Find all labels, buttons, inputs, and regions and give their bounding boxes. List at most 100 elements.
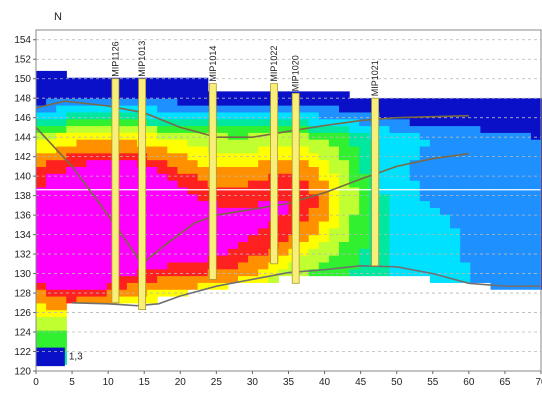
heatmap-cell (298, 214, 310, 222)
heatmap-cell (197, 214, 209, 222)
heatmap-cell (126, 275, 138, 283)
heatmap-cell (227, 234, 239, 243)
heatmap-cell (399, 255, 411, 263)
y-tick-label: 150 (14, 74, 31, 85)
heatmap-cell (227, 220, 239, 229)
heatmap-cell (409, 159, 421, 167)
heatmap-cell (46, 302, 57, 311)
heatmap-cell (490, 98, 502, 106)
borehole-bar (208, 83, 217, 280)
heatmap-cell (379, 111, 391, 120)
heatmap-cell (258, 214, 269, 222)
heatmap-cell (217, 132, 229, 140)
heatmap-cell (157, 105, 168, 113)
heatmap-cell (520, 207, 532, 215)
heatmap-cell (359, 105, 370, 113)
heatmap-cell (227, 166, 239, 174)
heatmap-cell (36, 145, 47, 154)
heatmap-cell (167, 275, 178, 283)
heatmap-cell (227, 98, 239, 106)
heatmap-cell (197, 118, 209, 127)
heatmap-cell (177, 84, 189, 92)
heatmap-cell (167, 241, 178, 249)
heatmap-cell (349, 220, 360, 229)
heatmap-cell (56, 186, 67, 195)
heatmap-cell (470, 118, 481, 127)
heatmap-cell (339, 173, 350, 181)
heatmap-cell (339, 207, 350, 215)
heatmap-cell (167, 125, 178, 133)
heatmap-cell (440, 173, 451, 181)
heatmap-cell (470, 261, 481, 270)
heatmap-cell (510, 234, 522, 243)
heatmap-cell (46, 227, 57, 236)
heatmap-cell (147, 180, 158, 188)
heatmap-cell (217, 282, 229, 290)
heatmap-cell (450, 132, 461, 140)
y-tick-label: 120 (14, 367, 31, 378)
heatmap-cell (399, 193, 411, 202)
heatmap-cell (46, 330, 57, 338)
heatmap-cell (76, 132, 88, 140)
heatmap-cell (490, 193, 502, 202)
heatmap-cell (460, 227, 471, 236)
heatmap-cell (177, 248, 189, 256)
heatmap-cell (530, 139, 542, 147)
heatmap-cell (520, 125, 532, 133)
heatmap-cell (510, 132, 522, 140)
heatmap-cell (328, 248, 340, 256)
heatmap-cell (318, 234, 330, 243)
heatmap-cell (318, 214, 330, 222)
heatmap-cell (126, 118, 138, 127)
heatmap-cell (429, 132, 441, 140)
x-tick-label: 10 (103, 377, 115, 388)
heatmap-cell (460, 159, 471, 167)
heatmap-cell (480, 241, 492, 249)
heatmap-cell (440, 98, 451, 106)
heatmap-cell (500, 186, 512, 195)
heatmap-cell (258, 159, 269, 167)
heatmap-cell (450, 207, 461, 215)
heatmap-cell (389, 255, 401, 263)
heatmap-cell (470, 241, 481, 249)
heatmap-cell (389, 180, 401, 188)
heatmap-cell (197, 268, 209, 277)
heatmap-cell (389, 186, 401, 195)
heatmap-cell (157, 91, 168, 99)
heatmap-cell (258, 255, 269, 263)
heatmap-cell (258, 241, 269, 249)
heatmap-cell (440, 139, 451, 147)
heatmap-cell (147, 295, 158, 304)
heatmap-cell (349, 125, 360, 133)
heatmap-cell (419, 180, 431, 188)
heatmap-cell (157, 186, 168, 195)
heatmap-cell (238, 98, 249, 106)
heatmap-cell (500, 118, 512, 127)
heatmap-cell (318, 255, 330, 263)
heatmap-cell (490, 214, 502, 222)
heatmap-cell (520, 145, 532, 154)
heatmap-cell (86, 84, 98, 92)
heatmap-cell (278, 180, 290, 188)
heatmap-cell (96, 111, 108, 120)
heatmap-cell (460, 261, 471, 270)
heatmap-cell (96, 98, 108, 106)
heatmap-cell (248, 248, 259, 256)
heatmap-cell (530, 173, 542, 181)
heatmap-cell (409, 248, 421, 256)
heatmap-cell (167, 173, 178, 181)
heatmap-cell (177, 105, 189, 113)
heatmap-cell (429, 234, 441, 243)
heatmap-cell (187, 186, 199, 195)
heatmap-cell (187, 145, 199, 154)
heatmap-cell (500, 234, 512, 243)
heatmap-cell (440, 145, 451, 154)
heatmap-cell (147, 173, 158, 181)
heatmap-cell (510, 180, 522, 188)
heatmap-cell (157, 214, 168, 222)
heatmap-cell (197, 145, 209, 154)
heatmap-cell (86, 105, 98, 113)
heatmap-cell (470, 159, 481, 167)
heatmap-cell (116, 125, 128, 133)
heatmap-cell (177, 275, 189, 283)
